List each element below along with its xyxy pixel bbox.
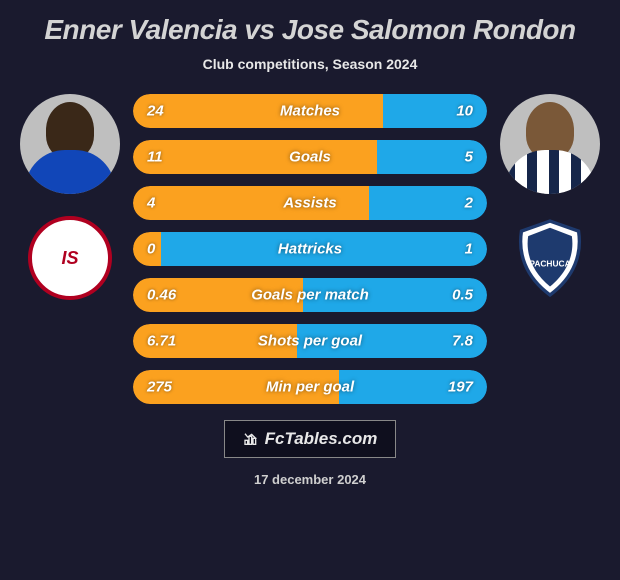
footer-brand-badge[interactable]: FcTables.com (224, 420, 397, 458)
club-right-label: PACHUCA (529, 258, 570, 268)
stat-label: Min per goal (266, 379, 354, 396)
stat-right-value: 5 (465, 149, 473, 166)
club-left-monogram: IS (61, 249, 78, 267)
stat-label: Goals per match (251, 287, 369, 304)
stat-row: 0.46 Goals per match 0.5 (133, 278, 487, 312)
stat-row: 6.71 Shots per goal 7.8 (133, 324, 487, 358)
stat-right-value: 1 (465, 241, 473, 258)
stat-bars: 24Matches1011Goals54Assists20Hattricks10… (133, 94, 487, 404)
footer-brand-text: FcTables.com (265, 429, 378, 449)
stat-row: 11 Goals 5 (133, 140, 487, 174)
stat-right-value: 2 (465, 195, 473, 212)
date-label: 17 december 2024 (254, 472, 366, 487)
stat-label: Matches (280, 103, 340, 120)
stat-label: Shots per goal (258, 333, 362, 350)
stat-right-value: 10 (456, 103, 473, 120)
stat-left-value: 4 (147, 195, 155, 212)
stat-right-value: 0.5 (452, 287, 473, 304)
player-left-avatar (20, 94, 120, 194)
club-left-badge: IS (28, 216, 112, 300)
stat-left-value: 6.71 (147, 333, 176, 350)
page-title: Enner Valencia vs Jose Salomon Rondon (44, 14, 575, 46)
chart-icon (243, 431, 259, 447)
stat-left-value: 0 (147, 241, 155, 258)
stat-row: 24 Matches 10 (133, 94, 487, 128)
subtitle: Club competitions, Season 2024 (203, 56, 418, 72)
stat-row: 4 Assists 2 (133, 186, 487, 220)
stat-left-value: 0.46 (147, 287, 176, 304)
stat-right-value: 197 (448, 379, 473, 396)
stat-right-value: 7.8 (452, 333, 473, 350)
player-right-avatar (500, 94, 600, 194)
right-side: PACHUCA (495, 94, 605, 300)
club-right-badge: PACHUCA (508, 216, 592, 300)
stat-label: Assists (283, 195, 336, 212)
stat-row: 0 Hattricks 1 (133, 232, 487, 266)
shield-icon: PACHUCA (508, 216, 592, 300)
comparison-card: Enner Valencia vs Jose Salomon Rondon Cl… (0, 0, 620, 580)
stat-left-value: 24 (147, 103, 164, 120)
bar-fill-left (133, 94, 383, 128)
stat-label: Goals (289, 149, 331, 166)
stat-left-value: 275 (147, 379, 172, 396)
stat-label: Hattricks (278, 241, 342, 258)
left-side: IS (15, 94, 125, 300)
content-row: IS 24 Matches 10 11 Goals 5 4 Assists 2 0 Hattrick… (0, 94, 620, 404)
stat-row: 275 Min per goal 197 (133, 370, 487, 404)
stat-left-value: 11 (147, 149, 163, 166)
bar-fill-left (133, 140, 377, 174)
